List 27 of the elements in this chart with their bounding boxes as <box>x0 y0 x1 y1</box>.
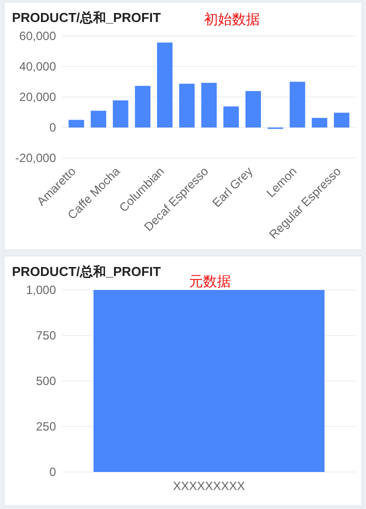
y-tick-label: 40,000 <box>19 60 56 74</box>
bar <box>68 120 84 128</box>
y-tick-label: 500 <box>36 374 56 388</box>
y-tick-label: 0 <box>49 465 56 480</box>
bar <box>90 110 106 128</box>
text: 初始数据 <box>204 11 260 27</box>
y-tick-label: 250 <box>36 420 56 434</box>
y-tick-label: 1,000 <box>26 283 56 298</box>
chart-title: PRODUCT/总和_PROFIT <box>12 264 161 279</box>
bar <box>112 100 128 128</box>
y-tick-label: 60,000 <box>19 29 56 44</box>
y-tick-label: 20,000 <box>19 90 56 104</box>
bar <box>201 82 217 128</box>
text: 元数据 <box>189 273 231 289</box>
y-tick-label: 750 <box>36 328 56 343</box>
y-tick-label: -20,000 <box>15 151 56 166</box>
bar <box>290 82 306 128</box>
bar <box>223 106 239 128</box>
chart-title: PRODUCT/总和_PROFIT <box>12 10 161 25</box>
x-tick-label: XXXXXXXXX <box>172 479 246 493</box>
y-tick-label: 0 <box>49 120 56 135</box>
bar <box>245 91 261 128</box>
bar <box>334 112 350 128</box>
bar <box>179 84 195 128</box>
bar <box>157 42 173 128</box>
bar <box>312 118 328 128</box>
bar <box>134 86 150 128</box>
